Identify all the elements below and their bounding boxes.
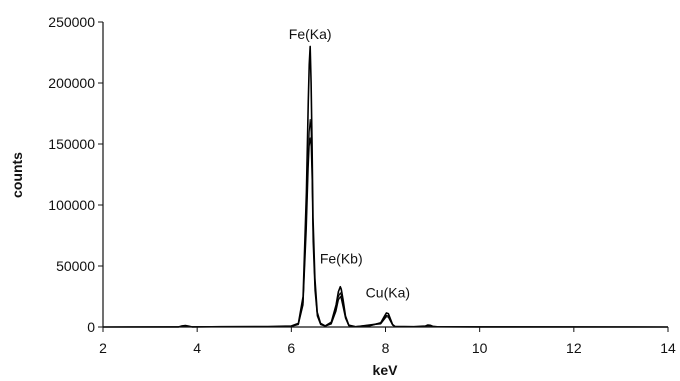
y-axis-title: counts bbox=[9, 152, 25, 198]
series-line-3 bbox=[102, 137, 669, 328]
ticks-layer: 2 4 6 8 10 12 14 0 50000 100000 150000 200000 250000 bbox=[48, 14, 676, 356]
x-tick-label: 6 bbox=[287, 340, 295, 356]
y-tick-label: 100000 bbox=[48, 197, 95, 213]
x-tick-label: 10 bbox=[472, 340, 488, 356]
peak-annotation: Fe(Kb) bbox=[320, 251, 363, 267]
x-tick-label: 14 bbox=[660, 340, 676, 356]
peak-annotation: Cu(Ka) bbox=[366, 285, 410, 301]
peak-annotation: Fe(Ka) bbox=[289, 26, 332, 42]
y-tick-label: 200000 bbox=[48, 75, 95, 91]
x-tick-label: 12 bbox=[566, 340, 582, 356]
x-tick-label: 8 bbox=[382, 340, 390, 356]
x-tick-label: 2 bbox=[99, 340, 107, 356]
x-tick-label: 4 bbox=[193, 340, 201, 356]
annotations-layer: Fe(Ka) Fe(Kb) Cu(Ka) bbox=[289, 26, 410, 301]
y-tick-label: 0 bbox=[87, 319, 95, 335]
y-tick-label: 50000 bbox=[56, 258, 95, 274]
x-axis-title: keV bbox=[373, 362, 399, 378]
y-tick-label: 250000 bbox=[48, 14, 95, 30]
y-tick-label: 150000 bbox=[48, 136, 95, 152]
